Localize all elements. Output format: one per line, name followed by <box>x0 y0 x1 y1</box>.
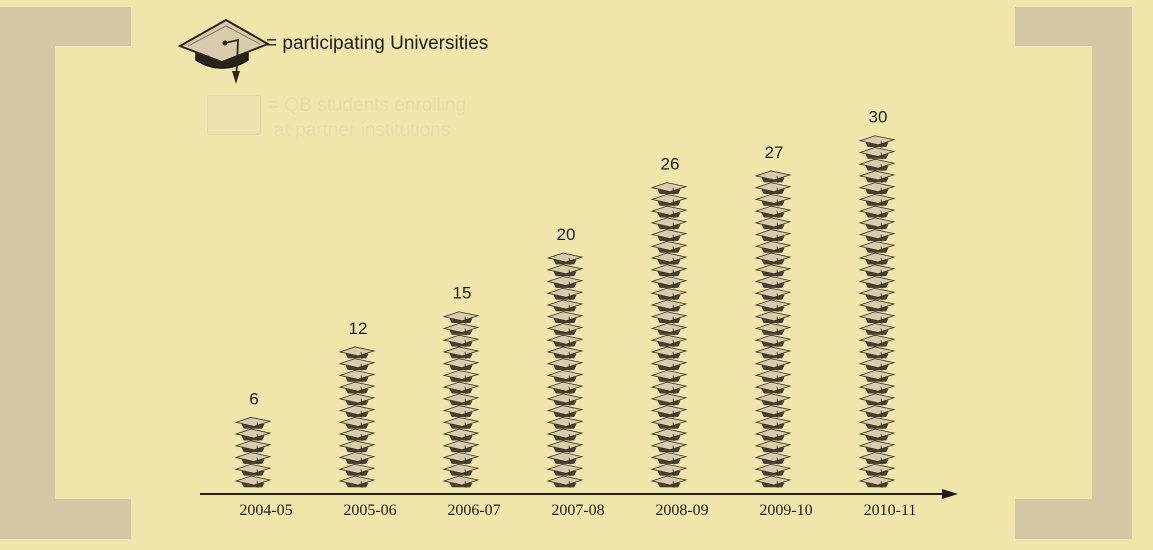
bars-layer <box>234 135 896 489</box>
labels-layer: 6 2004-05 12 2005-06 15 2006-07 20 2007-08 26 200… <box>239 108 916 519</box>
value-label: 27 <box>765 143 784 162</box>
x-tick-label: 2005-06 <box>343 502 396 519</box>
bar-2007-08 <box>546 252 584 489</box>
bar-2010-11 <box>858 135 896 489</box>
x-tick-label: 2009-10 <box>759 502 812 519</box>
legend-students-label-line2: at partner institutions <box>274 120 451 141</box>
value-label: 6 <box>249 389 258 408</box>
left-bracket-bottom <box>0 499 131 539</box>
bar-2008-09 <box>650 182 688 489</box>
legend-universities-label: = participating Universities <box>266 33 489 54</box>
legend-students-label-line1: = QB students enrolling <box>268 95 467 116</box>
value-label: 12 <box>349 319 368 338</box>
graduation-cap-icon <box>178 18 270 84</box>
value-label: 26 <box>661 155 680 174</box>
value-label: 30 <box>869 108 888 127</box>
right-bracket-bottom <box>1015 499 1132 539</box>
value-label: 20 <box>557 225 576 244</box>
x-tick-label: 2010-11 <box>864 502 917 519</box>
value-label: 15 <box>453 284 472 303</box>
left-bracket-side <box>0 7 55 539</box>
legend-students-swatch <box>207 95 261 135</box>
right-bracket-side <box>1092 7 1132 539</box>
bar-2009-10 <box>754 170 792 489</box>
x-tick-label: 2007-08 <box>551 502 604 519</box>
x-axis-arrow <box>942 489 958 499</box>
x-tick-label: 2004-05 <box>239 502 292 519</box>
bar-2005-06 <box>338 346 376 489</box>
bar-2006-07 <box>442 311 480 489</box>
x-axis <box>200 489 958 499</box>
x-tick-label: 2006-07 <box>447 502 500 519</box>
bar-2004-05 <box>234 416 272 489</box>
x-tick-label: 2008-09 <box>655 502 708 519</box>
